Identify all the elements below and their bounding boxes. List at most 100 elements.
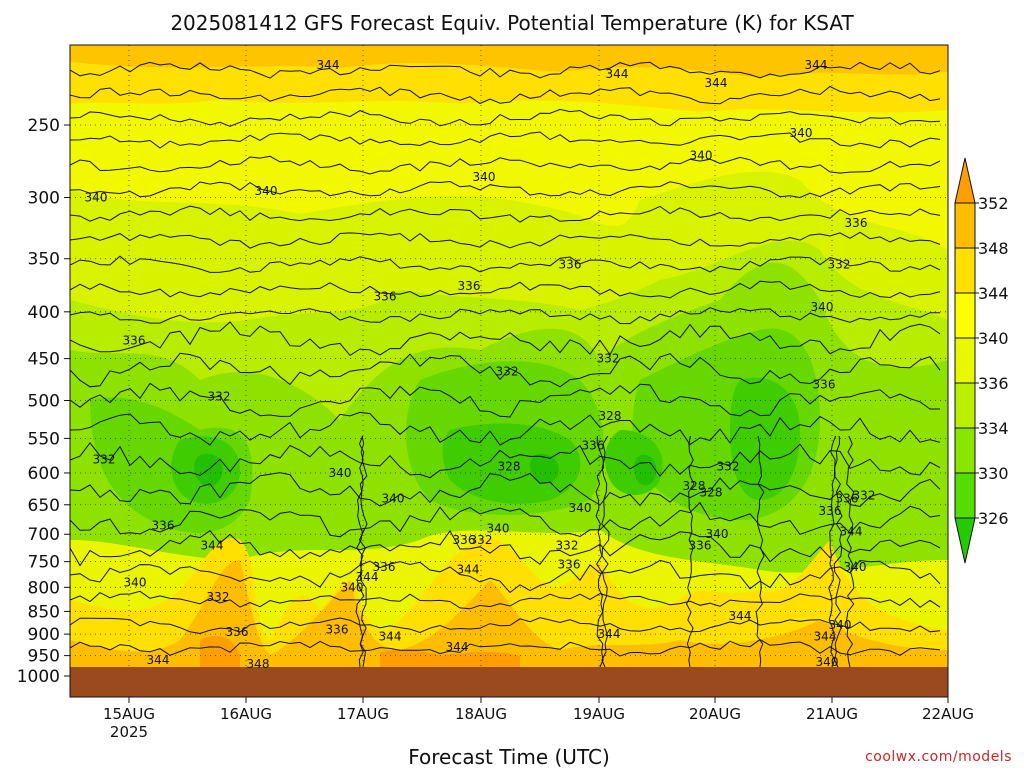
contour-label: 332: [207, 590, 230, 604]
convective-isoline: [828, 435, 837, 668]
band-352-lower: [200, 635, 520, 667]
contour-isoline: [70, 590, 941, 610]
contour-label: 344: [457, 563, 480, 577]
contour-label: 340: [473, 170, 496, 184]
contour-isoline: [70, 559, 941, 594]
contour-label: 336: [326, 623, 349, 637]
contour-label: 340: [382, 492, 405, 506]
y-tick-label: 800: [28, 578, 60, 598]
contour-label: 344: [201, 538, 224, 552]
contour-isoline: [70, 85, 941, 105]
colorbar-label: 352: [978, 194, 1009, 213]
colorbar-segment: [954, 337, 976, 384]
band-344-upper: [70, 62, 948, 113]
contour-isoline: [70, 131, 941, 149]
contour-label: 332: [208, 390, 231, 404]
x-tick-label: 18AUG: [455, 705, 507, 723]
y-tick-label: 400: [28, 303, 60, 323]
band-348-top: [70, 45, 948, 78]
contour-label: 336: [152, 519, 175, 533]
x-axis-label: Forecast Time (UTC): [408, 745, 610, 768]
colorbar-label: 348: [978, 239, 1009, 258]
y-tick-label: 450: [28, 350, 60, 370]
contour-label: 336: [226, 625, 249, 639]
y-tick-label: 750: [28, 553, 60, 573]
contour-label: 344: [729, 609, 752, 623]
contour-isoline: [70, 639, 941, 657]
colorbar-label: 330: [978, 464, 1009, 483]
contour-isoline: [70, 321, 941, 357]
y-tick-label: 950: [28, 647, 60, 667]
contour-isoline: [70, 472, 941, 508]
contour-label: 336: [559, 257, 582, 271]
contour-label: 340: [829, 618, 852, 632]
contour-label: 344: [814, 629, 837, 643]
contour-isoline: [70, 108, 941, 127]
y-tick-label: 500: [28, 392, 60, 412]
contour-label: 340: [811, 300, 834, 314]
contour-isoline: [70, 382, 940, 418]
convective-isoline: [355, 435, 365, 668]
contour-label: 344: [805, 58, 828, 72]
x-axis-year: 2025: [110, 723, 148, 741]
contour-label: 328: [599, 409, 622, 423]
contour-isoline: [70, 307, 940, 325]
contour-isoline: [70, 61, 941, 79]
contour-label: 344: [705, 76, 728, 90]
contour-label: 336: [374, 290, 397, 304]
contour-label: 340: [124, 575, 147, 589]
contour-isoline: [70, 501, 941, 538]
contour-label: 332: [496, 365, 519, 379]
contour-label: 340: [329, 466, 352, 480]
colorbar-label: 336: [978, 374, 1009, 393]
contour-label: 344: [147, 653, 170, 667]
contour-label: 332: [93, 452, 116, 466]
convective-isoline: [833, 435, 843, 668]
x-tick-label: 20AUG: [689, 705, 741, 723]
x-axis: 15AUG 16AUG 17AUG 18AUG 19AUG 20AUG 21AUG 22AUG: [103, 697, 974, 723]
contour-isoline: [70, 231, 941, 249]
y-tick-label: 250: [28, 116, 60, 136]
colorbar-top-arrow: [954, 157, 976, 204]
colorbar-label: 326: [978, 509, 1009, 528]
y-tick-label: 700: [28, 525, 60, 545]
y-axis: 250 300 350 400 450 500 550 600 650 700 750 800 850 9…: [17, 116, 70, 687]
x-tick-label: 19AUG: [573, 705, 625, 723]
contour-label: 344: [606, 67, 629, 81]
contour-label: 336: [458, 279, 481, 293]
contour-label: 336: [813, 377, 836, 391]
band-348-lower: [70, 560, 948, 667]
contour-label: 332: [828, 257, 851, 271]
contour-label: 336: [836, 492, 859, 506]
contour-label: 340: [844, 560, 867, 574]
colorbar-bottom-arrow: [954, 517, 976, 564]
colorbar: 352 348 344 340 336 334 330 326: [954, 157, 1009, 564]
x-tick-label: 16AUG: [220, 705, 272, 723]
contour-isoline: [70, 442, 941, 479]
convective-isoline: [685, 435, 695, 668]
y-tick-label: 850: [28, 602, 60, 622]
convective-isoline: [601, 435, 610, 668]
colorbar-segment: [954, 472, 976, 519]
band-328: [194, 453, 657, 487]
contour-label: 340: [487, 522, 510, 536]
plot-frame: [69, 44, 949, 698]
convective-isoline: [846, 435, 855, 668]
contour-label: 344: [317, 58, 340, 72]
convective-isoline: [595, 436, 604, 668]
contour-label: 340: [706, 527, 729, 541]
y-tick-label: 1000: [17, 667, 60, 687]
contour-lines: [70, 61, 941, 668]
contour-label: 336: [373, 560, 396, 574]
colorbar-segment: [954, 292, 976, 339]
contour-label: 332: [556, 538, 579, 552]
terrain-surface: [70, 667, 948, 697]
colorbar-segment: [954, 427, 976, 474]
contour-label: 332: [853, 489, 876, 503]
contour-label: 328: [683, 479, 706, 493]
contour-label: 336: [689, 538, 712, 552]
contour-label: 340: [790, 126, 813, 140]
